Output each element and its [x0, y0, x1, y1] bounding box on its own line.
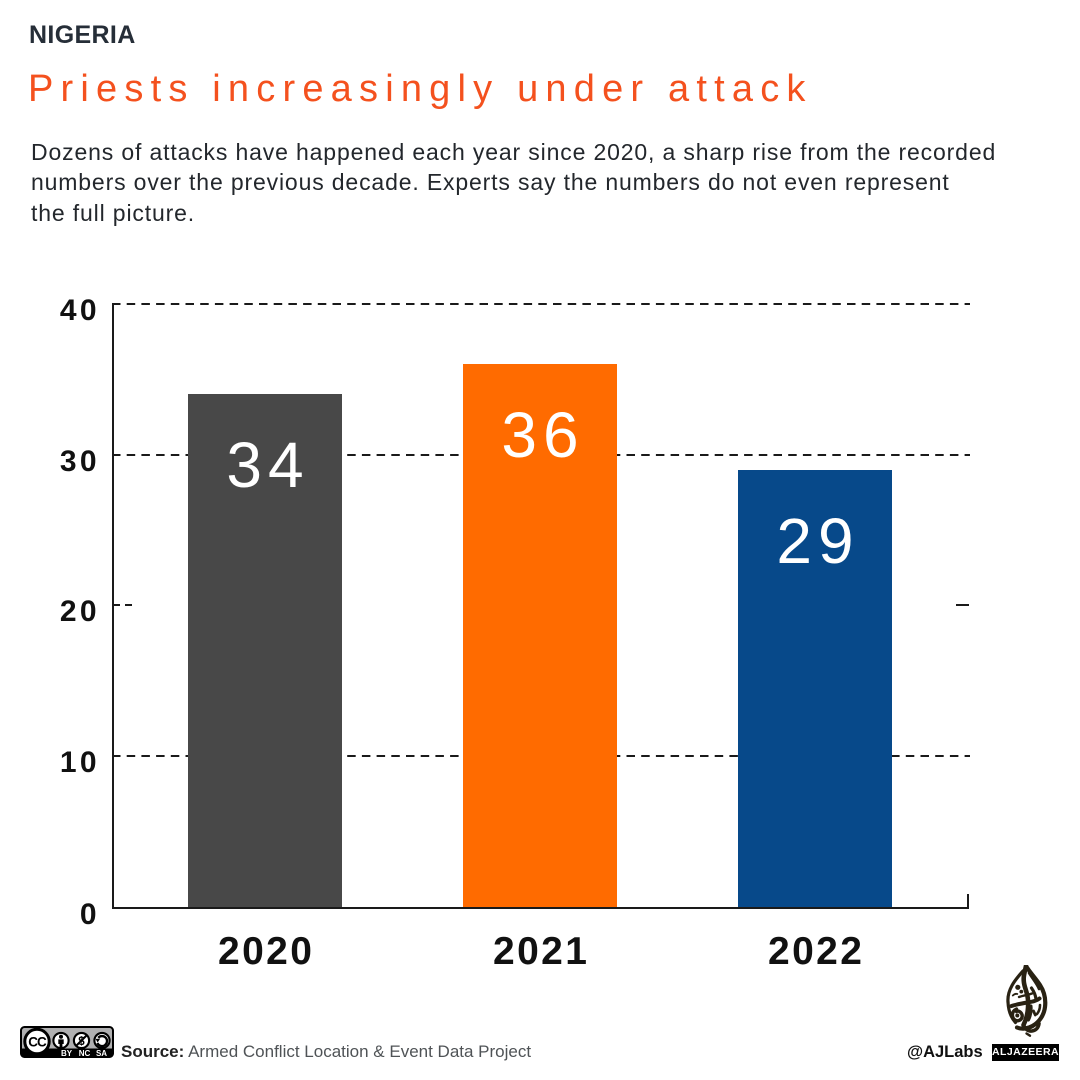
svg-text:CC: CC [28, 1035, 47, 1050]
svg-text:BY: BY [61, 1049, 73, 1058]
svg-text:SA: SA [96, 1049, 107, 1058]
svg-text:NC: NC [79, 1049, 91, 1058]
svg-text:$: $ [78, 1036, 85, 1048]
